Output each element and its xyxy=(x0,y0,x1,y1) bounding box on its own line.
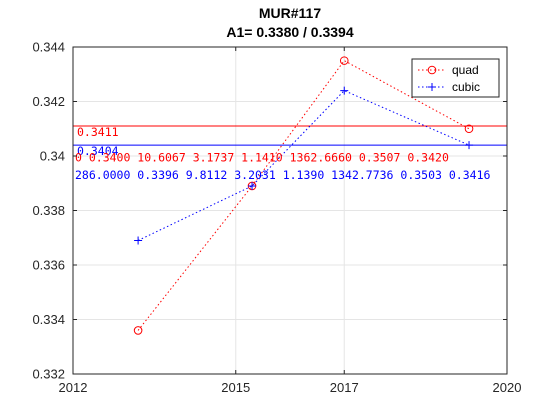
legend[interactable]: quad cubic xyxy=(411,58,500,98)
y-tick-label: 0.342 xyxy=(32,94,65,109)
x-tick-label: 2012 xyxy=(59,380,88,395)
data-point-cubic xyxy=(134,236,143,245)
series-line-cubic xyxy=(137,90,470,241)
y-tick-label: 0.344 xyxy=(32,40,65,55)
data-point-cubic xyxy=(340,86,349,95)
data-point-cubic xyxy=(465,141,474,150)
legend-label-quad: quad xyxy=(452,63,479,77)
x-tick-label: 2015 xyxy=(221,380,250,395)
x-tick-label: 2020 xyxy=(493,380,522,395)
data-point-quad xyxy=(133,326,143,335)
annotation-group: 0 0.3400 10.6067 3.1737 1.1410 1362.6660… xyxy=(75,151,490,182)
y-tick-label: 0.338 xyxy=(32,203,65,218)
y-tick-label: 0.334 xyxy=(32,312,65,327)
chart-title: MUR#117 xyxy=(259,5,321,21)
reference-line-label: 0.3411 xyxy=(77,125,119,139)
y-tick-label: 0.332 xyxy=(32,367,65,382)
annotation-row: 0 0.3400 10.6067 3.1737 1.1410 1362.6660… xyxy=(75,151,449,165)
reference-lines: 0.3411 0.3404 xyxy=(73,125,507,158)
data-point-quad xyxy=(464,124,474,134)
legend-label-cubic: cubic xyxy=(452,80,480,94)
x-tick-label: 2017 xyxy=(330,380,359,395)
series-group xyxy=(133,56,474,335)
data-point-cubic xyxy=(248,181,257,190)
reference-line-label: 0.3404 xyxy=(77,144,119,158)
data-point-quad xyxy=(339,56,349,65)
y-tick-label: 0.34 xyxy=(40,149,65,164)
legend-box xyxy=(411,58,500,98)
y-tick-label: 0.336 xyxy=(32,258,65,273)
axis-ticks: 2012 2015 2017 2020 0.332 0.334 0.336 0.338 0.34… xyxy=(32,40,521,396)
legend-marker-cubic xyxy=(428,83,436,91)
annotation-row: 286.0000 0.3396 9.8112 3.2031 1.1390 134… xyxy=(75,168,490,182)
legend-marker-quad xyxy=(427,65,437,75)
chart-subtitle: A1= 0.3380 / 0.3394 xyxy=(226,24,353,40)
